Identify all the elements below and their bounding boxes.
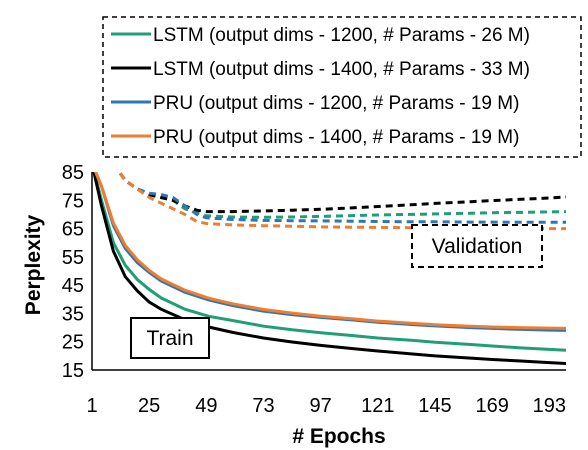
x-tick-label: 73 <box>252 395 274 417</box>
y-axis-title: Perplexity <box>22 214 45 315</box>
series-2-train-line <box>92 172 566 365</box>
x-tick-label: 121 <box>361 395 394 417</box>
y-tick-label: 65 <box>62 219 84 241</box>
x-tick-label: 97 <box>310 395 332 417</box>
legend-label-1: LSTM (output dims - 1200, # Params - 26 … <box>153 25 530 46</box>
legend-label-4: PRU (output dims - 1400, # Params - 19 M… <box>153 127 519 148</box>
x-tick-label: 169 <box>475 395 508 417</box>
legend-label-3: PRU (output dims - 1200, # Params - 19 M… <box>153 93 519 114</box>
legend-label-2: LSTM (output dims - 1400, # Params - 33 … <box>153 59 530 80</box>
series-4-train-line <box>93 172 566 330</box>
x-tick-label: 145 <box>418 395 451 417</box>
series-2-validation-line <box>117 172 566 214</box>
series-1-train-line <box>92 172 566 352</box>
legend: LSTM (output dims - 1200, # Params - 26 … <box>102 16 582 158</box>
y-tick-label: 15 <box>62 360 84 382</box>
y-tick-label: 35 <box>62 303 84 325</box>
validation-annotation-label: Validation <box>432 235 523 258</box>
x-tick-label: 49 <box>195 395 217 417</box>
x-tick-label: 1 <box>86 395 97 417</box>
y-tick-label: 55 <box>62 247 84 269</box>
x-tick-label: 25 <box>138 395 160 417</box>
train-annotation-label: Train <box>146 327 193 350</box>
y-tick-label: 75 <box>62 190 84 212</box>
y-tick-label: 85 <box>62 162 84 184</box>
x-axis-title: # Epochs <box>292 425 385 448</box>
y-tick-label: 25 <box>62 332 84 354</box>
y-tick-label: 45 <box>62 275 84 297</box>
x-tick-label: 193 <box>533 395 566 417</box>
series-3-validation-line <box>117 172 566 224</box>
legend-box <box>102 16 582 158</box>
train-annotation: Train <box>130 317 210 359</box>
validation-annotation: Validation <box>411 224 543 268</box>
